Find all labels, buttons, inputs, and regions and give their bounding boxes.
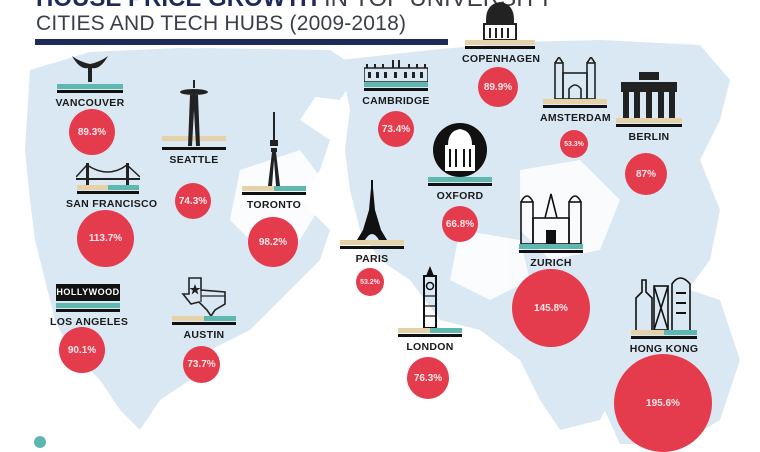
city-name: ZURICH [530,257,572,269]
value-bubble-hong-kong: 195.6% [614,354,712,452]
value-bubble-san-francisco: 113.7% [77,210,134,267]
chart-title: HOUSE PRICE GROWTH IN TOP UNIVERSITY CIT… [36,0,553,36]
city-hong-kong: HONG KONG [628,272,700,355]
value-bubble-paris: 53.2% [356,268,384,296]
kings-college-icon [364,60,428,82]
city-oxford: OXFORD [426,123,494,202]
eiffel-tower-icon [357,180,387,240]
city-name: AUSTIN [183,329,225,341]
title-bold: HOUSE PRICE GROWTH [36,0,317,12]
value-bubble-london: 76.3% [407,357,449,399]
city-name: HONG KONG [629,343,699,355]
value-bubble-los-angeles: 90.1% [59,327,105,373]
frederiks-church-icon [483,2,517,40]
city-amsterdam: AMSTERDAM [540,57,611,124]
value-bubble-seattle: 74.3% [175,183,211,219]
grossmunster-icon [520,193,582,244]
value-bubble-austin: 73.7% [183,346,220,383]
big-ben-icon [423,266,437,328]
city-name: BERLIN [628,131,670,143]
city-name: LOS ANGELES [50,316,129,328]
title-rule [35,39,448,45]
value-bubble-copenhagen: 89.9% [478,67,518,107]
city-name: SAN FRANCISCO [66,198,158,210]
brandenburg-gate-icon [621,72,677,118]
space-needle-icon [180,80,208,146]
city-london: LONDON [396,266,464,353]
city-berlin: BERLIN [614,72,684,143]
city-copenhagen: COPENHAGEN [462,0,541,65]
city-austin: AUSTIN [170,276,238,341]
footer [34,436,46,448]
city-name: TORONTO [246,199,302,211]
golden-gate-bridge-icon [76,163,140,185]
city-name: SEATTLE [169,154,219,166]
city-los-angeles: HOLLYWOOD LOS ANGELES [50,284,129,328]
radcliffe-camera-icon [433,123,487,177]
whale-tail-icon [72,56,108,82]
value-bubble-berlin: 87% [625,153,667,195]
city-name: OXFORD [436,190,484,202]
city-name: LONDON [406,341,454,353]
value-bubble-vancouver: 89.3% [69,109,115,155]
city-toronto: TORONTO [240,112,308,211]
footer-logo-icon [34,436,46,448]
value-bubble-oxford: 66.8% [442,206,478,242]
value-bubble-cambridge: 73.4% [378,111,414,147]
rijksmuseum-icon [554,57,596,99]
city-seattle: SEATTLE [160,80,228,166]
value-bubble-toronto: 98.2% [248,217,298,267]
title-line2: CITIES AND TECH HUBS (2009-2018) [36,12,407,35]
city-name: COPENHAGEN [462,53,541,65]
hollywood-sign-icon: HOLLYWOOD [56,284,120,301]
city-san-francisco: SAN FRANCISCO [66,163,158,210]
city-vancouver: VANCOUVER [54,54,126,109]
city-name: VANCOUVER [55,97,125,109]
hong-kong-skyline-icon [635,277,691,330]
city-paris: PARIS [338,180,406,265]
cn-tower-icon [268,112,280,186]
city-name: CAMBRIDGE [362,95,430,107]
city-zurich: ZURICH [516,186,586,269]
city-name: PARIS [355,253,389,265]
title-light: IN TOP UNIVERSITY [317,0,553,12]
value-bubble-amsterdam: 53.3% [560,130,588,158]
city-cambridge: CAMBRIDGE [362,60,430,107]
value-bubble-zurich: 145.8% [512,269,590,347]
city-name: AMSTERDAM [540,112,611,124]
texas-map-icon [181,277,226,316]
